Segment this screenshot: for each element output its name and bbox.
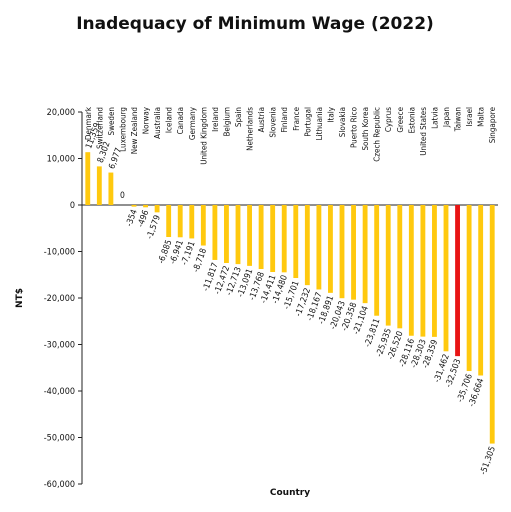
bar <box>212 205 218 260</box>
category-label: Spain <box>234 107 243 127</box>
y-tick-label: -60,000 <box>44 480 75 490</box>
bar <box>339 205 345 299</box>
category-label: Austria <box>257 107 266 132</box>
bar <box>455 205 460 357</box>
y-tick-label: 20,000 <box>47 108 75 118</box>
y-tick-label: 10,000 <box>47 155 75 165</box>
bar <box>362 205 368 304</box>
category-label: Slovakia <box>338 107 347 137</box>
category-label: Finland <box>280 107 289 133</box>
category-label: Denmark <box>84 106 93 140</box>
bar <box>166 205 172 238</box>
category-label: Iceland <box>165 107 174 133</box>
category-label: Slovenia <box>269 107 278 138</box>
category-label: Australia <box>153 107 162 139</box>
category-label: Sweden <box>107 107 116 135</box>
category-label: Portugal <box>303 107 312 137</box>
category-label: United Kingdom <box>199 107 208 165</box>
bar <box>397 205 403 329</box>
category-label: Singapore <box>488 106 497 143</box>
bar <box>489 205 495 444</box>
category-label: Puerto Rico <box>350 106 359 148</box>
bar <box>443 205 449 352</box>
bar <box>258 205 264 270</box>
category-label: Estonia <box>407 107 416 134</box>
bar <box>270 205 276 273</box>
bar <box>154 205 160 213</box>
category-label: Greece <box>396 106 405 132</box>
bar <box>96 166 102 205</box>
bar <box>200 205 206 246</box>
y-tick-label: -20,000 <box>44 294 75 304</box>
category-label: Japan <box>442 107 451 128</box>
category-label: Germany <box>188 106 197 140</box>
value-label: 0 <box>120 191 125 201</box>
bar <box>189 205 195 239</box>
chart-title: Inadequacy of Minimum Wage (2022) <box>76 14 434 34</box>
category-label: Israel <box>465 107 474 127</box>
category-label: United States <box>419 107 428 156</box>
bar <box>408 205 414 336</box>
category-label: France <box>292 106 301 130</box>
y-axis-label: NT$ <box>15 288 25 308</box>
category-label: Canada <box>176 107 185 134</box>
bar <box>328 205 333 293</box>
x-axis-label: Country <box>270 488 310 498</box>
category-label: Malta <box>477 107 486 127</box>
y-tick-label: -50,000 <box>44 434 75 444</box>
category-label: Lithuania <box>315 107 324 140</box>
bar <box>131 205 137 207</box>
bar <box>247 205 252 266</box>
bar <box>293 205 299 279</box>
y-tick-label: 0 <box>70 201 75 211</box>
category-label: Ireland <box>211 107 220 132</box>
category-label: Czech Republic <box>373 107 382 162</box>
bar <box>432 205 437 337</box>
category-label: Latvia <box>430 107 439 129</box>
bar <box>420 205 426 337</box>
bar <box>85 152 91 205</box>
bar <box>385 205 391 326</box>
bar <box>224 205 229 263</box>
category-label: Taiwan <box>454 107 463 132</box>
bar <box>351 205 356 300</box>
bar <box>466 205 472 372</box>
bar <box>478 205 484 376</box>
category-labels: Denmark Switzerland Sweden Luxembourg New Ze… <box>84 106 497 165</box>
category-label: South Korea <box>361 107 370 151</box>
bar <box>316 205 322 290</box>
bar <box>177 205 183 238</box>
category-label: Netherlands <box>246 107 255 151</box>
category-label: Switzerland <box>95 107 104 149</box>
bar <box>281 205 287 273</box>
category-label: New Zealand <box>130 107 139 154</box>
y-ticks: 20,000 10,000 0 -10,000 -20,000 -30,000 -40,00… <box>44 108 82 490</box>
bar <box>143 205 148 208</box>
category-label: Italy <box>326 106 335 122</box>
category-label: Luxembourg <box>118 107 127 152</box>
bar <box>374 205 380 316</box>
category-label: Norway <box>142 106 151 134</box>
bar <box>108 172 114 205</box>
y-tick-label: -40,000 <box>44 387 75 397</box>
bar <box>235 205 241 265</box>
bars <box>85 152 495 444</box>
value-label: -51,305 <box>479 445 499 476</box>
y-tick-label: -30,000 <box>44 341 75 351</box>
category-label: Belgium <box>222 107 231 137</box>
y-tick-label: -10,000 <box>44 248 75 258</box>
category-label: Cyprus <box>384 107 393 132</box>
bar <box>304 205 310 286</box>
